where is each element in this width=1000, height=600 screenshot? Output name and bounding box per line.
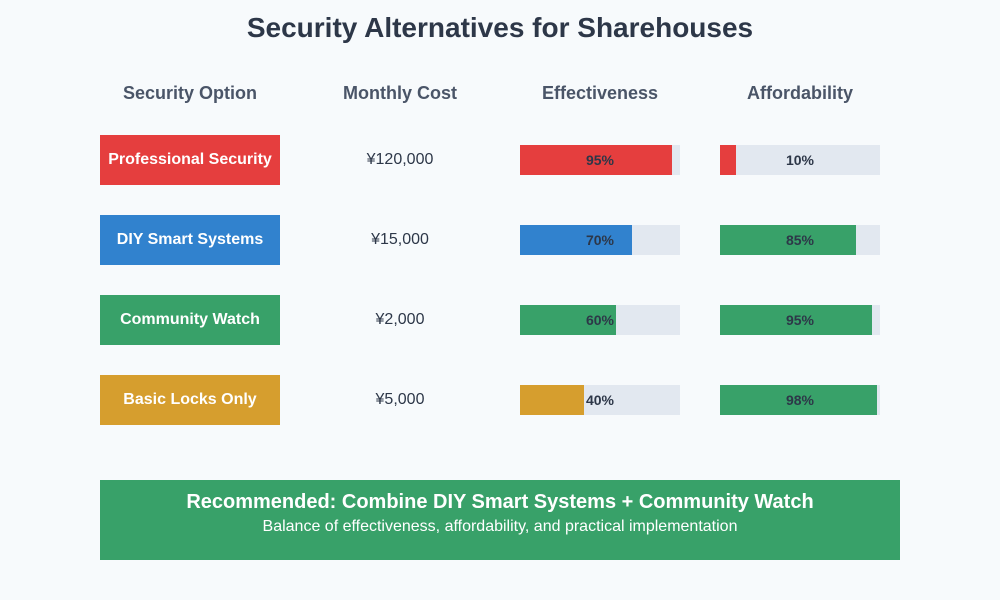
recommendation-subtitle: Balance of effectiveness, affordability,… — [262, 518, 738, 535]
table-row: Community Watch ¥2,000 60% 95% — [0, 295, 1000, 345]
monthly-cost: ¥120,000 — [366, 151, 434, 168]
affordability-bar: 10% — [720, 145, 880, 175]
monthly-cost: ¥15,000 — [371, 231, 429, 248]
affordability-value: 95% — [785, 312, 815, 328]
table-row: DIY Smart Systems ¥15,000 70% 85% — [0, 215, 1000, 265]
security-option-label: Professional Security — [100, 135, 280, 185]
page-title: Security Alternatives for Sharehouses — [246, 12, 754, 43]
affordability-bar-fill — [720, 225, 856, 255]
effectiveness-bar-fill — [520, 225, 632, 255]
security-option-label: Community Watch — [100, 295, 280, 345]
header-security-option: Security Option — [122, 83, 257, 103]
security-option-label: DIY Smart Systems — [100, 215, 280, 265]
header-monthly-cost: Monthly Cost — [343, 83, 457, 103]
affordability-value: 98% — [785, 392, 815, 408]
effectiveness-bar: 95% — [520, 145, 680, 175]
recommendation-title: Recommended: Combine DIY Smart Systems +… — [186, 491, 814, 513]
security-option-label: Basic Locks Only — [100, 375, 280, 425]
affordability-bar: 85% — [720, 225, 880, 255]
table-row: Professional Security ¥120,000 95% 10% — [0, 135, 1000, 185]
monthly-cost: ¥2,000 — [375, 311, 425, 328]
affordability-bar-fill — [720, 145, 736, 175]
affordability-bar-fill — [720, 385, 877, 415]
effectiveness-bar: 40% — [520, 385, 680, 415]
header-effectiveness: Effectiveness — [541, 83, 659, 103]
effectiveness-value: 70% — [585, 232, 615, 248]
effectiveness-value: 60% — [585, 312, 615, 328]
affordability-value: 10% — [785, 152, 815, 168]
effectiveness-value: 95% — [585, 152, 615, 168]
affordability-bar: 95% — [720, 305, 880, 335]
effectiveness-bar: 70% — [520, 225, 680, 255]
affordability-value: 85% — [785, 232, 815, 248]
effectiveness-bar: 60% — [520, 305, 680, 335]
effectiveness-value: 40% — [585, 392, 615, 408]
effectiveness-bar-fill — [520, 305, 616, 335]
table-row: Basic Locks Only ¥5,000 40% 98% — [0, 375, 1000, 425]
effectiveness-bar-fill — [520, 145, 672, 175]
monthly-cost: ¥5,000 — [375, 391, 425, 408]
effectiveness-bar-fill — [520, 385, 584, 415]
recommendation-banner: Recommended: Combine DIY Smart Systems +… — [100, 480, 900, 560]
affordability-bar-fill — [720, 305, 872, 335]
affordability-bar: 98% — [720, 385, 880, 415]
header-affordability: Affordability — [747, 83, 853, 103]
